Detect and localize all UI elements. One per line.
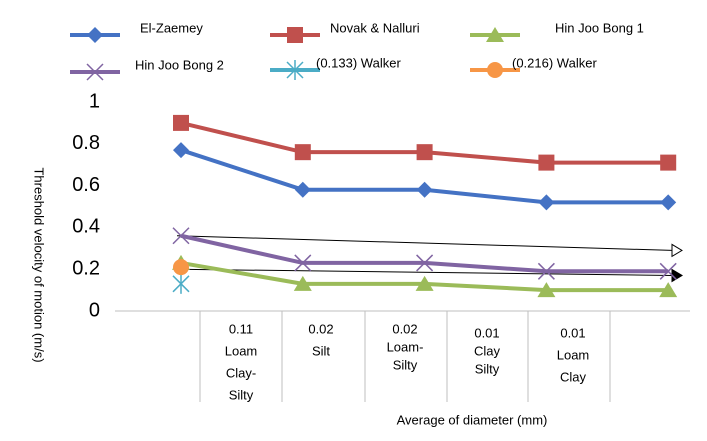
x-axis-title: Average of diameter (mm) <box>397 412 548 427</box>
marker <box>416 181 433 198</box>
y-axis-title: Threshold velocity of motion (m/s) <box>32 167 47 362</box>
legend-label: Novak & Nalluri <box>330 20 420 35</box>
marker-stroke <box>537 262 555 280</box>
x-tick-label: 0.02 <box>308 321 333 336</box>
marker <box>416 144 433 161</box>
x-tick-label: Silty <box>393 357 418 372</box>
x-tick-label: 0.01 <box>560 325 585 340</box>
marker <box>659 262 677 280</box>
x-tick-label: Loam <box>557 347 590 362</box>
x-tick-label: Silty <box>229 387 254 402</box>
marker <box>415 275 434 291</box>
marker <box>172 273 190 294</box>
y-tick-label: 0.4 <box>72 216 100 238</box>
x-tick-label: Clay <box>474 343 501 358</box>
marker <box>173 142 189 159</box>
marker <box>486 27 504 42</box>
y-tick-label: 1 <box>89 90 100 112</box>
marker <box>659 282 678 298</box>
marker <box>294 254 312 272</box>
marker <box>660 194 677 211</box>
marker-stroke <box>172 227 190 245</box>
x-tick-label: 0.02 <box>392 321 417 336</box>
marker <box>416 254 434 272</box>
y-tick-label: 0.8 <box>72 132 100 154</box>
x-tick-label: Silt <box>312 343 330 358</box>
marker <box>87 27 103 43</box>
marker-stroke <box>294 254 312 272</box>
marker <box>294 144 311 161</box>
y-tick-label: 0.6 <box>72 174 100 196</box>
marker-stroke <box>659 262 677 280</box>
marker <box>286 60 304 80</box>
legend-label: El-Zaemey <box>140 20 203 35</box>
x-tick-label: Loam- <box>387 339 424 354</box>
marker <box>487 62 503 78</box>
marker <box>287 27 303 43</box>
legend-label: (0.216) Walker <box>512 55 597 70</box>
marker <box>173 114 189 131</box>
legend-label: Hin Joo Bong 1 <box>555 20 644 35</box>
marker <box>660 154 677 171</box>
marker-stroke <box>416 254 434 272</box>
x-tick-label: Clay <box>560 369 587 384</box>
legend-label: Hin Joo Bong 2 <box>135 57 224 72</box>
marker <box>537 282 556 298</box>
x-tick-label: 0.01 <box>474 325 499 340</box>
marker <box>293 275 312 291</box>
x-tick-label: Loam <box>225 343 258 358</box>
marker <box>537 262 555 280</box>
marker-stroke <box>86 63 104 81</box>
marker <box>173 259 189 276</box>
arrow-head <box>671 243 683 258</box>
x-tick-label: 0.11 <box>229 321 253 336</box>
arrow-head <box>671 268 683 283</box>
marker <box>172 227 190 245</box>
trend-arrow <box>176 235 673 251</box>
x-tick-label: Clay- <box>226 365 256 380</box>
marker <box>538 194 555 211</box>
y-tick-label: 0 <box>89 299 100 321</box>
series-line <box>180 233 669 274</box>
marker <box>294 181 311 198</box>
x-tick-label: Silty <box>475 361 500 376</box>
trend-arrow <box>176 268 673 276</box>
marker <box>538 154 555 171</box>
y-tick-label: 0.2 <box>72 257 100 279</box>
marker <box>86 63 104 81</box>
legend-label: (0.133) Walker <box>316 55 401 70</box>
